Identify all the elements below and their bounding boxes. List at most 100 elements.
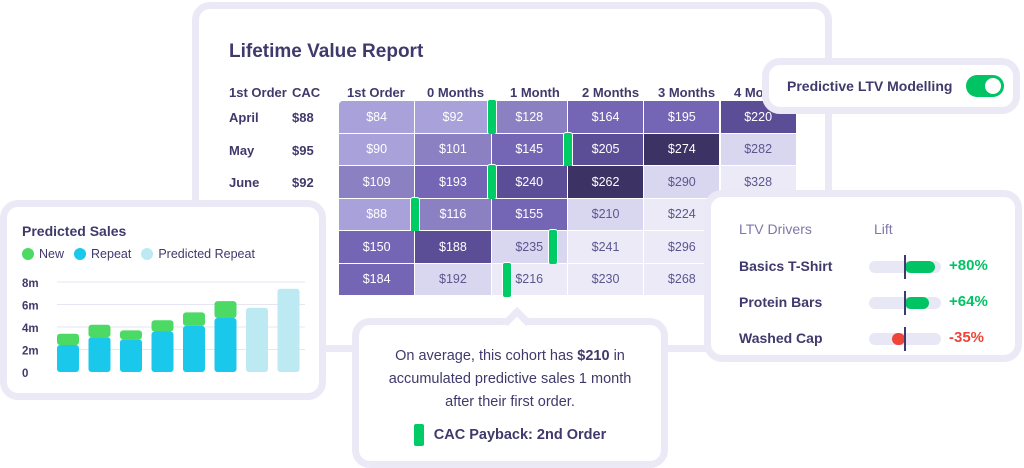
lift-axis: [904, 291, 906, 315]
cohort-cell[interactable]: $84: [339, 101, 416, 134]
bar-new[interactable]: [120, 330, 142, 340]
driver-row: Washed Cap -35%: [739, 327, 1009, 351]
cohort-cell[interactable]: $290: [644, 166, 721, 199]
cohort-cell[interactable]: $116: [415, 198, 492, 231]
toggle-label: Predictive LTV Modelling: [787, 78, 953, 94]
bar-repeat[interactable]: [214, 318, 237, 372]
cohort-cell[interactable]: $155: [491, 198, 568, 231]
cac-value: $95: [292, 142, 314, 158]
y-tick-label: 6m: [22, 301, 39, 313]
legend-item: New: [22, 247, 64, 261]
ltv-drivers-card: LTV Drivers Lift Basics T-Shirt +80% Pro…: [704, 190, 1022, 362]
cohort-cell[interactable]: $241: [567, 231, 645, 264]
cohort-cell[interactable]: $210: [567, 198, 645, 231]
cohort-cell[interactable]: $150: [339, 231, 416, 264]
lift-value: +64%: [949, 293, 988, 310]
lift-axis: [904, 327, 906, 351]
cohort-cell[interactable]: $262: [567, 166, 645, 199]
cohort-cell[interactable]: $274: [644, 133, 721, 166]
bar-new[interactable]: [214, 301, 237, 318]
lift-bar: [891, 333, 905, 345]
predictive-ltv-toggle[interactable]: [966, 75, 1005, 97]
legend-label: Repeat: [91, 247, 132, 261]
ltv-report-card: Lifetime Value Report 1st Order CAC 1st Or…: [192, 2, 832, 352]
driver-name: Protein Bars: [739, 294, 823, 310]
legend-label: New: [39, 247, 65, 261]
payback-marker: [547, 229, 558, 265]
y-tick-label: 8m: [22, 278, 39, 290]
legend-item: Repeat: [74, 247, 131, 261]
cohort-cell[interactable]: $282: [720, 133, 797, 166]
cohort-cell[interactable]: $109: [339, 166, 416, 199]
cohort-cell[interactable]: $145: [491, 133, 568, 166]
legend-dot-icon: [74, 248, 87, 260]
predicted-sales-card: Predicted Sales New Repeat Predicted Repea…: [0, 200, 326, 400]
report-title: Lifetime Value Report: [229, 41, 424, 62]
lift-bar: [905, 297, 930, 309]
lift-axis: [904, 255, 906, 279]
driver-name: Washed Cap: [739, 330, 823, 346]
cohort-cell[interactable]: $101: [415, 133, 492, 166]
bar-repeat[interactable]: [183, 325, 205, 372]
cohort-cell[interactable]: $88: [339, 198, 416, 231]
cohort-cell[interactable]: $230: [567, 263, 645, 296]
payback-marker-icon: [413, 424, 424, 446]
cohort-cell[interactable]: $92: [415, 101, 492, 134]
tooltip-text: On average, this cohort has $210 in accu…: [388, 348, 632, 410]
bar-predicted-repeat[interactable]: [277, 288, 300, 372]
driver-row: Protein Bars +64%: [739, 291, 1009, 315]
cohort-cell[interactable]: $128: [491, 101, 568, 134]
driver-row: Basics T-Shirt +80%: [739, 255, 1009, 279]
driver-name: Basics T-Shirt: [739, 258, 833, 274]
cohort-cell[interactable]: $192: [415, 263, 492, 296]
bar-repeat[interactable]: [151, 331, 174, 373]
drivers-header: LTV Drivers: [739, 221, 812, 237]
bar-repeat[interactable]: [120, 339, 142, 372]
cohort-label: May: [229, 142, 255, 158]
cohort-cell[interactable]: $90: [339, 133, 416, 166]
legend-dot-icon: [141, 248, 154, 260]
payback-legend: CAC Payback: 2nd Order: [359, 424, 661, 446]
column-header: 1st Order: [229, 85, 287, 100]
y-tick-label: 0: [22, 368, 28, 380]
payback-marker: [410, 196, 421, 233]
column-header: 1 Month: [510, 85, 560, 100]
legend-item: Predicted Repeat: [141, 247, 255, 261]
payback-marker: [486, 164, 497, 200]
legend-label: Predicted Repeat: [158, 247, 255, 261]
bar-new[interactable]: [151, 320, 174, 332]
predictive-toggle-card: Predictive LTV Modelling: [762, 58, 1020, 114]
lift-header: Lift: [874, 221, 893, 237]
column-header: 0 Months: [427, 85, 485, 100]
payback-marker: [486, 99, 497, 135]
cohort-cell[interactable]: $184: [339, 263, 416, 296]
legend-dot-icon: [22, 248, 34, 260]
y-tick-label: 4m: [22, 323, 39, 335]
payback-marker: [501, 261, 512, 298]
lift-value: +80%: [949, 257, 988, 274]
bar-new[interactable]: [183, 312, 205, 326]
payback-label: CAC Payback: 2nd Order: [433, 427, 607, 443]
column-header: 2 Months: [582, 85, 640, 100]
lift-value: -35%: [949, 329, 985, 346]
cohort-cell[interactable]: $164: [567, 101, 645, 134]
column-header: CAC: [292, 85, 321, 100]
cohort-cell[interactable]: $193: [415, 166, 492, 199]
cac-value: $92: [292, 175, 314, 190]
bar-predicted-repeat[interactable]: [246, 307, 268, 372]
column-header: 1st Order: [347, 85, 405, 100]
column-header: 3 Months: [658, 85, 716, 100]
cohort-cell[interactable]: $240: [491, 166, 568, 199]
payback-marker: [562, 131, 573, 168]
cohort-cell[interactable]: $188: [415, 231, 492, 264]
sales-title: Predicted Sales: [22, 223, 127, 239]
bar-repeat[interactable]: [88, 337, 111, 372]
bar-repeat[interactable]: [57, 345, 79, 372]
legend: New Repeat Predicted Repeat: [22, 247, 255, 261]
sales-chart: 0 2m 4m 6m 8m: [22, 278, 305, 380]
cohort-cell[interactable]: $205: [567, 133, 645, 166]
bar-new[interactable]: [88, 324, 111, 338]
cohort-cell[interactable]: $195: [644, 101, 721, 134]
bar-new[interactable]: [57, 333, 79, 345]
lift-bar: [905, 261, 936, 273]
